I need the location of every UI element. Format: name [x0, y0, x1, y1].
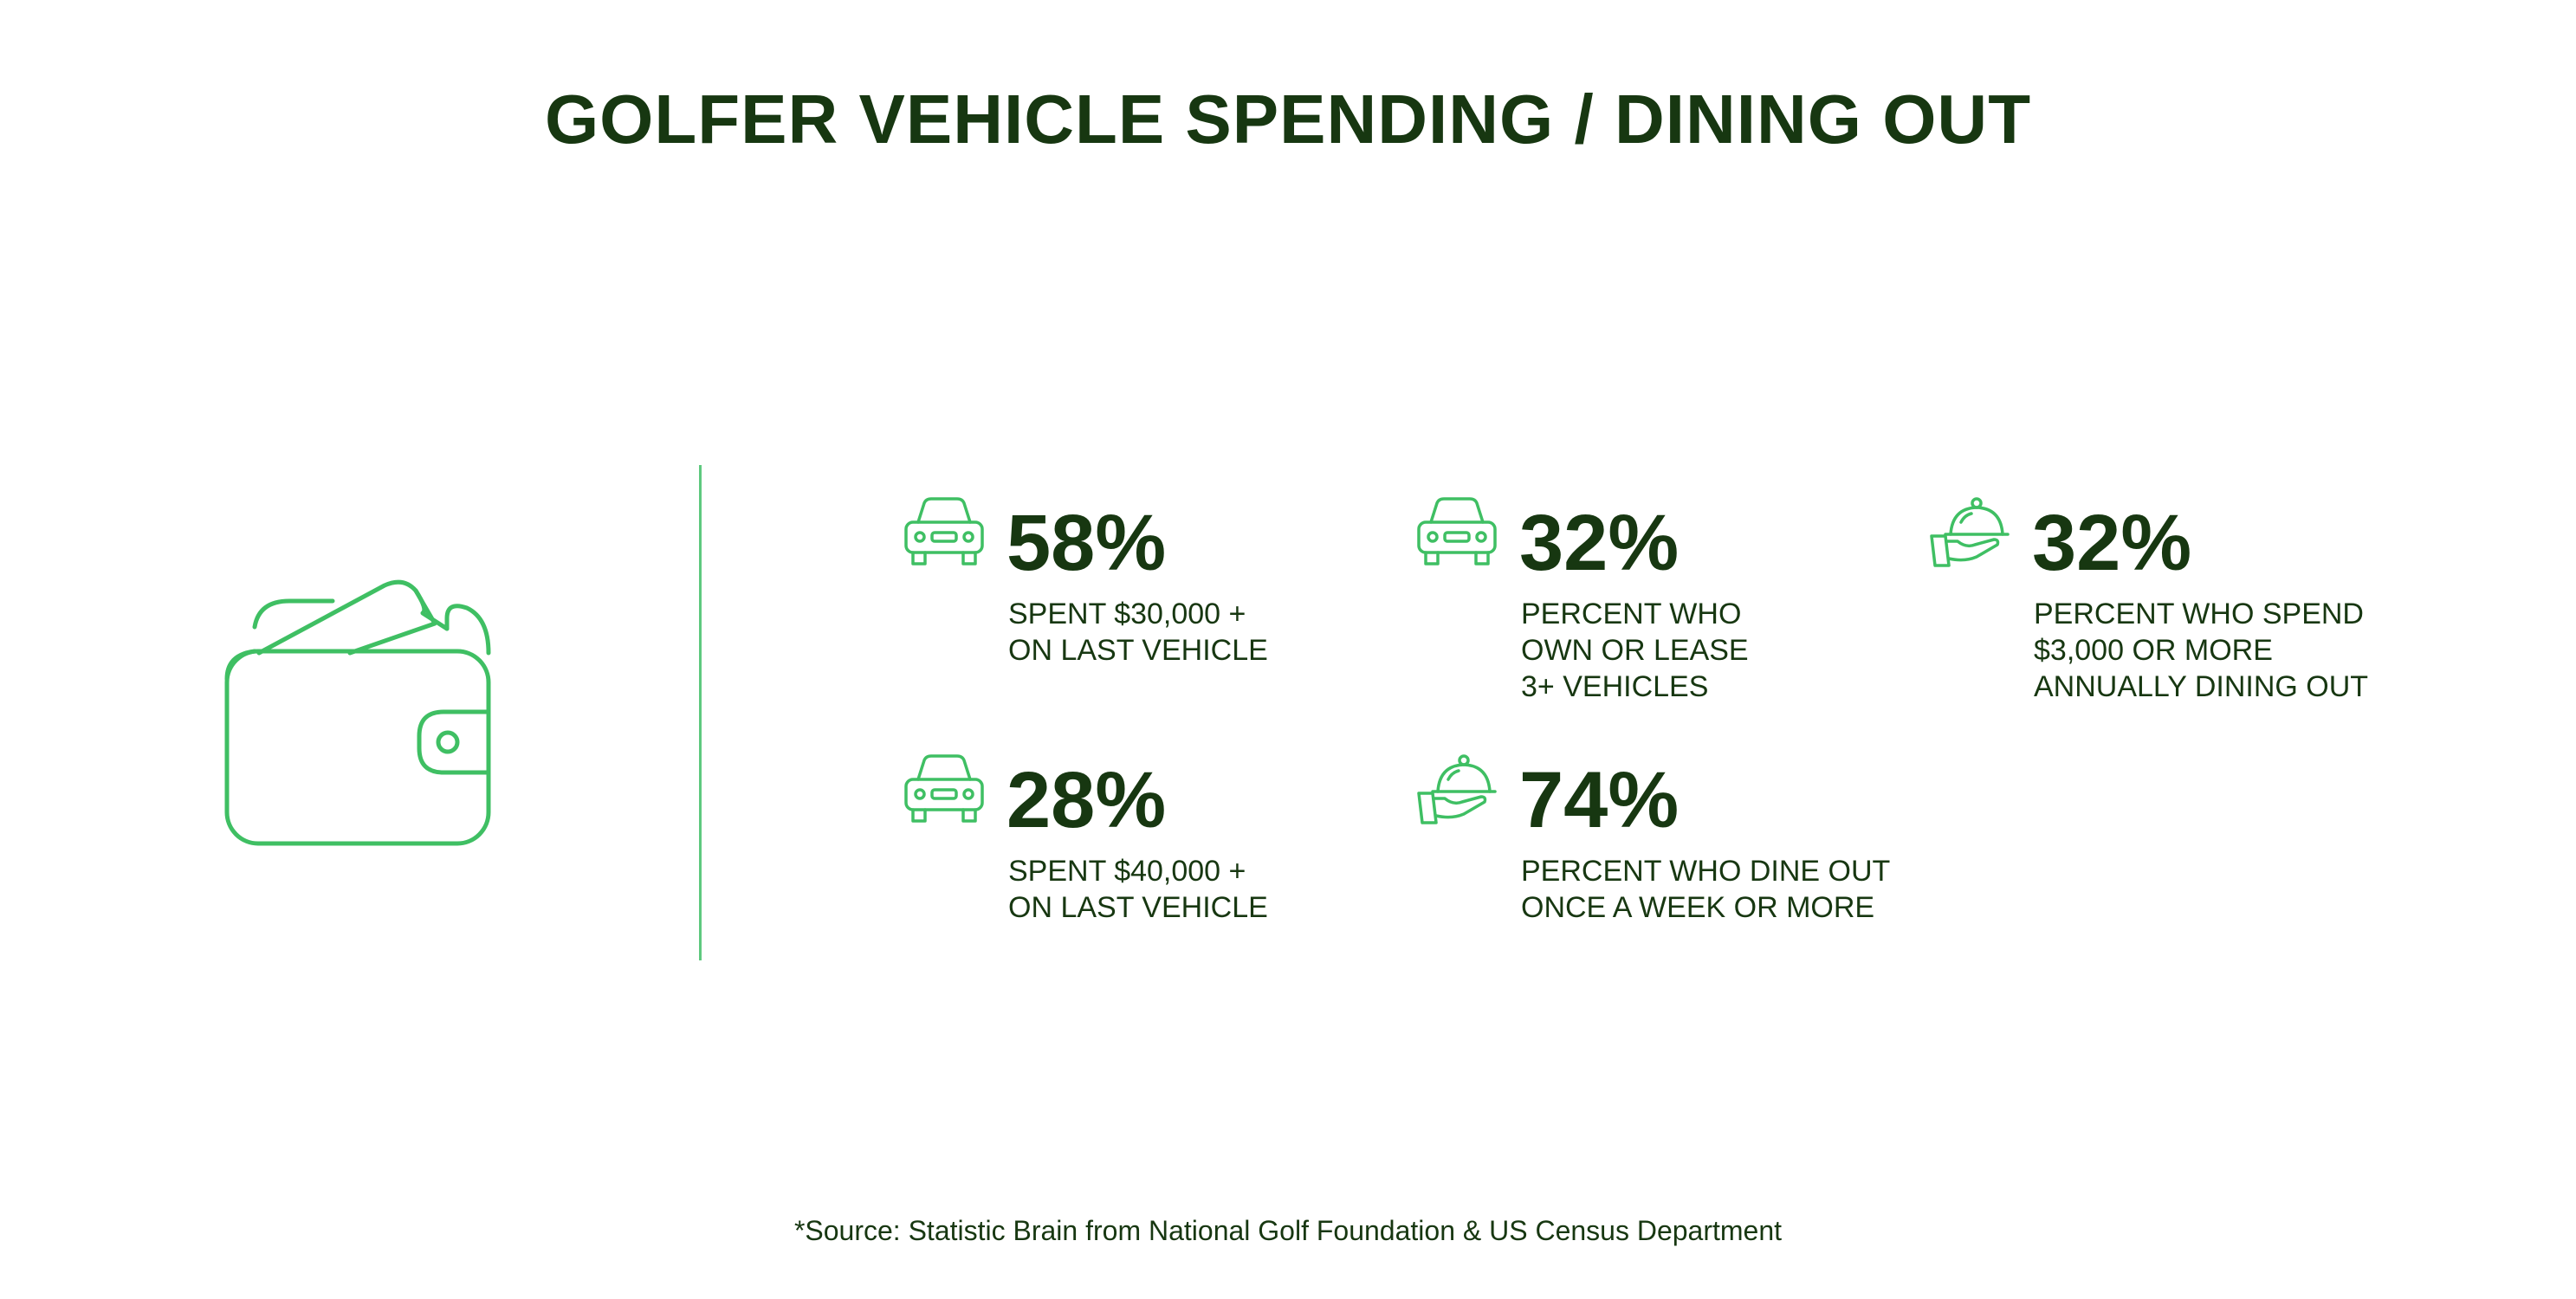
stat-desc-line: ON LAST VEHICLE: [1008, 634, 1268, 667]
stat-value: 28%: [1006, 756, 1167, 844]
stat-desc-line: ON LAST VEHICLE: [1008, 891, 1268, 924]
source-footnote: *Source: Statistic Brain from National G…: [793, 1215, 1783, 1246]
stat-desc-line: $3,000 OR MORE: [2034, 634, 2273, 667]
stat-description: PERCENT WHO SPEND $3,000 OR MORE ANNUALL…: [2034, 596, 2441, 705]
stat-value: 58%: [1006, 499, 1167, 587]
stat-desc-line: ANNUALLY DINING OUT: [2034, 670, 2369, 703]
page-title: GOLFER VEHICLE SPENDING / DINING OUT: [544, 81, 2032, 158]
stat-desc-line: ONCE A WEEK OR MORE: [1521, 891, 1875, 924]
stat-desc-line: OWN OR LEASE: [1521, 634, 1749, 667]
stat-description: SPENT $30,000 + ON LAST VEHICLE: [1008, 596, 1415, 669]
stat-value: 32%: [2032, 499, 2192, 587]
stat-description: SPENT $40,000 + ON LAST VEHICLE: [1008, 853, 1415, 926]
stat-desc-line: PERCENT WHO SPEND: [2034, 598, 2364, 630]
stat-desc-line: SPENT $30,000 +: [1008, 598, 1246, 630]
vertical-divider: [699, 465, 702, 960]
stat-description: PERCENT WHO OWN OR LEASE 3+ VEHICLES: [1521, 596, 1928, 705]
food-cloche-icon: [1414, 753, 1500, 831]
car-icon: [901, 496, 987, 574]
stat-desc-line: PERCENT WHO: [1521, 598, 1742, 630]
car-icon: [901, 753, 987, 831]
stat-desc-line: SPENT $40,000 +: [1008, 855, 1246, 888]
food-cloche-icon: [1926, 496, 2013, 574]
stat-value: 32%: [1519, 499, 1680, 587]
stat-desc-line: 3+ VEHICLES: [1521, 670, 1709, 703]
stat-desc-line: PERCENT WHO DINE OUT: [1521, 855, 1891, 888]
stat-value: 74%: [1519, 756, 1680, 844]
stat-description: PERCENT WHO DINE OUT ONCE A WEEK OR MORE: [1521, 853, 1928, 926]
wallet-icon: [220, 575, 499, 852]
car-icon: [1414, 496, 1500, 574]
